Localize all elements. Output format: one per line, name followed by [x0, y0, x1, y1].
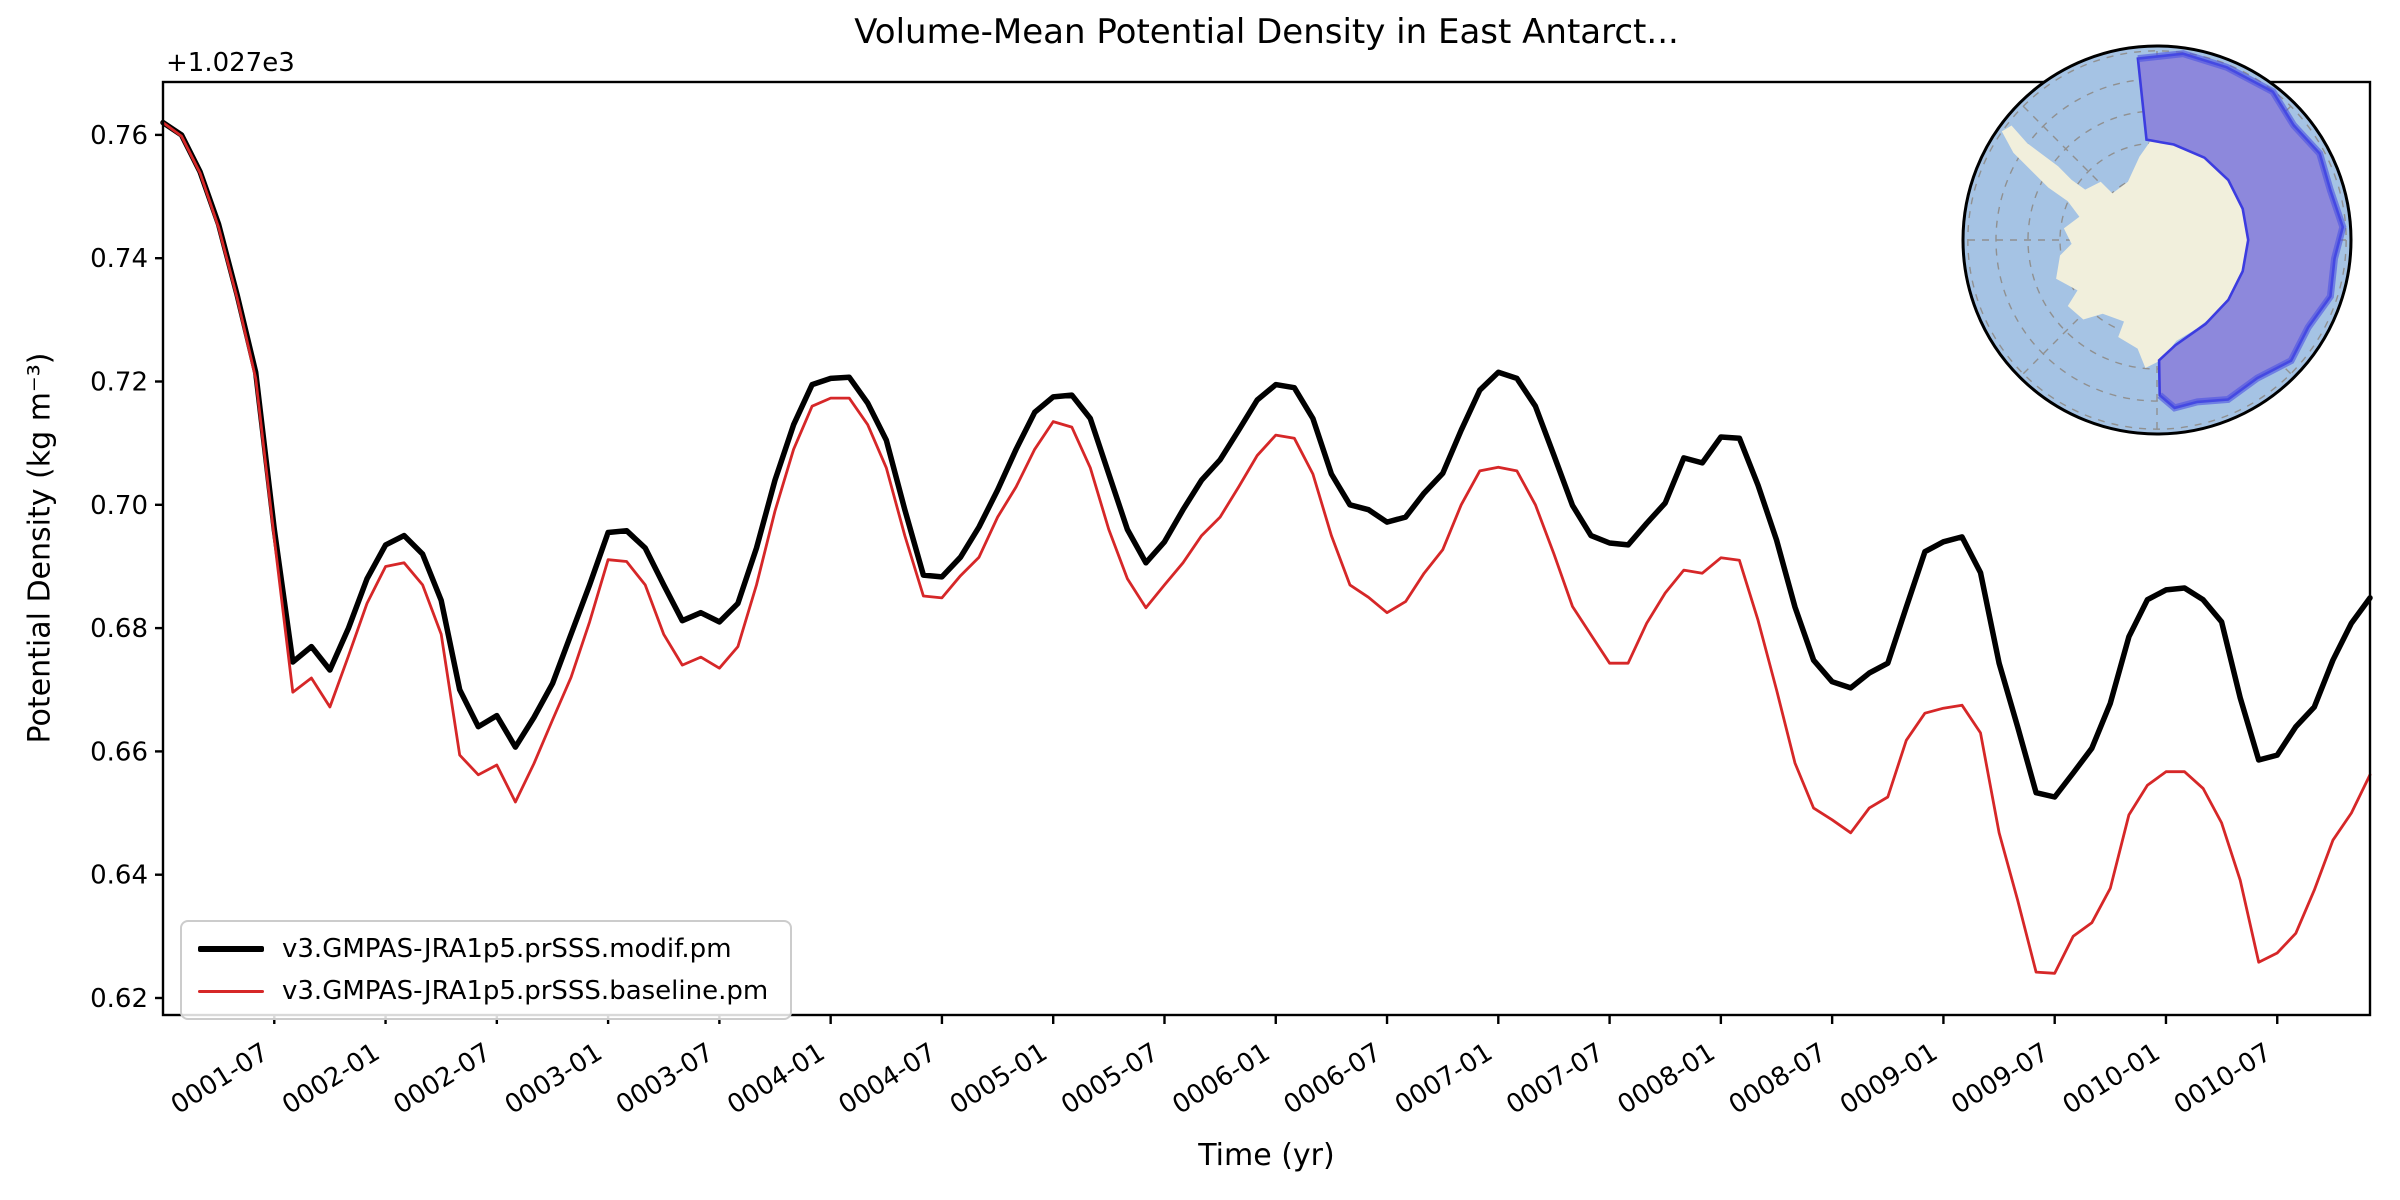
x-tick-label: 0004-01 — [722, 1037, 830, 1120]
legend-entry: v3.GMPAS-JRA1p5.prSSS.baseline.pm — [198, 974, 768, 1008]
y-tick-label: 0.66 — [90, 737, 148, 767]
y-tick-label: 0.76 — [90, 121, 148, 151]
legend: v3.GMPAS-JRA1p5.prSSS.modif.pm v3.GMPAS-J… — [180, 920, 793, 1020]
antarctica-continent — [2001, 123, 2249, 368]
x-tick-label: 0009-01 — [1835, 1037, 1943, 1120]
antarctica-inset-map — [1961, 44, 2353, 436]
y-axis-offset-label: +1.027e3 — [166, 48, 295, 78]
x-tick-label: 0006-01 — [1167, 1037, 1275, 1120]
x-tick-label: 0007-01 — [1390, 1037, 1498, 1120]
x-tick-label: 0007-07 — [1501, 1037, 1609, 1120]
x-tick-label: 0004-07 — [834, 1037, 942, 1120]
x-tick-label: 0002-01 — [277, 1037, 385, 1120]
y-tick-label: 0.64 — [90, 861, 148, 891]
legend-line-swatch — [198, 989, 264, 993]
y-tick-label: 0.72 — [90, 368, 148, 398]
y-tick-label: 0.70 — [90, 491, 148, 521]
east-antarctica-coast-fringe — [2137, 50, 2347, 412]
series-line-baseline — [161, 121, 2372, 975]
y-tick-label: 0.68 — [90, 614, 148, 644]
x-tick-label: 0003-01 — [500, 1037, 608, 1120]
x-tick-label: 0001-07 — [166, 1037, 274, 1120]
x-axis-label: Time (yr) — [1198, 1138, 1335, 1173]
x-tick-label: 0009-07 — [1946, 1037, 2054, 1120]
x-tick-label: 0005-01 — [945, 1037, 1053, 1120]
legend-entry: v3.GMPAS-JRA1p5.prSSS.modif.pm — [198, 932, 768, 966]
plot-frame — [161, 80, 2372, 1017]
series-line-modif — [160, 119, 2373, 800]
chart-title: Volume-Mean Potential Density in East An… — [854, 12, 1679, 52]
y-axis-label: Potential Density (kg m⁻³) — [22, 352, 58, 744]
x-tick-label: 0006-07 — [1279, 1037, 1387, 1120]
x-tick-label: 0002-07 — [389, 1037, 497, 1120]
x-tick-label: 0008-01 — [1613, 1037, 1721, 1120]
legend-label: v3.GMPAS-JRA1p5.prSSS.baseline.pm — [282, 976, 769, 1006]
legend-line-swatch — [198, 946, 264, 952]
x-tick-label: 0008-07 — [1724, 1037, 1832, 1120]
x-tick-label: 0010-07 — [2169, 1037, 2277, 1120]
x-tick-label: 0010-01 — [2058, 1037, 2166, 1120]
x-tick-label: 0003-07 — [611, 1037, 719, 1120]
y-tick-label: 0.74 — [90, 244, 148, 274]
x-tick-label: 0005-07 — [1056, 1037, 1164, 1120]
y-tick-label: 0.62 — [90, 984, 148, 1014]
legend-label: v3.GMPAS-JRA1p5.prSSS.modif.pm — [282, 934, 732, 964]
graticule-circle — [1967, 50, 2347, 430]
